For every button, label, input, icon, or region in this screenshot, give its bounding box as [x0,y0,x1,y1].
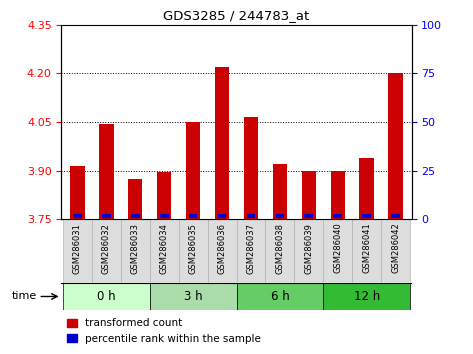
Bar [179,219,208,283]
Bar [128,179,142,219]
Text: GSM286033: GSM286033 [131,223,140,274]
Bar [272,164,287,219]
Bar [218,214,227,218]
Bar [388,73,403,219]
Text: GSM286039: GSM286039 [304,223,313,274]
Bar [362,214,371,218]
Bar [323,219,352,283]
Bar [331,171,345,219]
Bar [63,219,92,283]
Bar [150,283,236,310]
Bar [246,214,255,218]
Bar [189,214,197,218]
Text: GSM286040: GSM286040 [333,223,342,273]
Text: GSM286034: GSM286034 [160,223,169,274]
Bar [294,219,323,283]
Text: GSM286035: GSM286035 [189,223,198,274]
Text: GSM286037: GSM286037 [246,223,255,274]
Bar [102,214,111,218]
Bar [208,219,236,283]
Text: GSM286036: GSM286036 [218,223,227,274]
Bar [150,219,179,283]
Bar [157,172,171,219]
Bar [323,283,410,310]
Text: 12 h: 12 h [353,290,380,303]
Text: 3 h: 3 h [184,290,202,303]
Bar [305,214,313,218]
Bar [92,219,121,283]
Bar [215,67,229,219]
Bar [352,219,381,283]
Bar [333,214,342,218]
Bar [302,171,316,219]
Text: 0 h: 0 h [97,290,115,303]
Bar [236,219,265,283]
Bar [391,214,400,218]
Bar [160,214,168,218]
Text: GSM286041: GSM286041 [362,223,371,273]
Text: 6 h: 6 h [271,290,289,303]
Bar [265,219,294,283]
Bar [244,117,258,219]
Bar [359,158,374,219]
Bar [99,124,114,219]
Bar [131,214,140,218]
Bar [381,219,410,283]
Bar [236,283,323,310]
Legend: transformed count, percentile rank within the sample: transformed count, percentile rank withi… [67,319,261,344]
Bar [121,219,150,283]
Text: GSM286031: GSM286031 [73,223,82,274]
Title: GDS3285 / 244783_at: GDS3285 / 244783_at [163,9,310,22]
Text: GSM286038: GSM286038 [275,223,284,274]
Text: GSM286032: GSM286032 [102,223,111,274]
Bar [63,283,150,310]
Bar [73,214,82,218]
Text: time: time [12,291,37,302]
Bar [276,214,284,218]
Bar [70,166,85,219]
Text: GSM286042: GSM286042 [391,223,400,273]
Bar [186,122,201,219]
